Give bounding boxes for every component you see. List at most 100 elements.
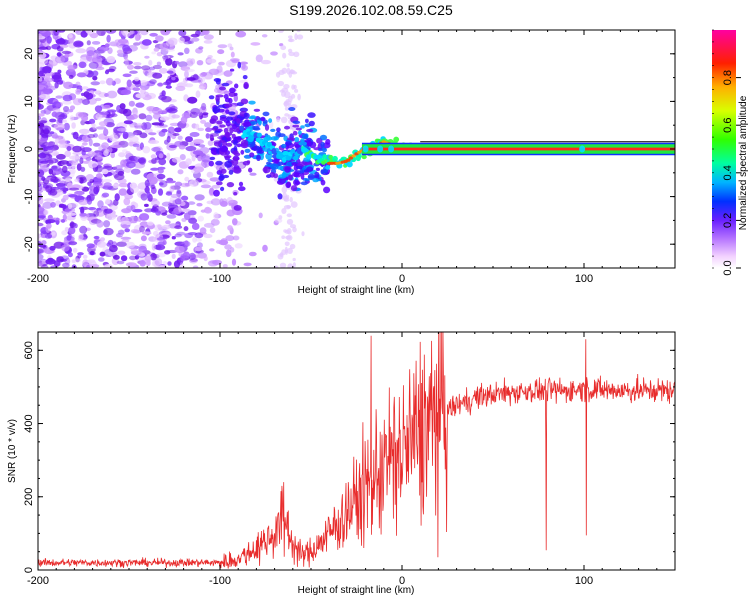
noise-cell — [38, 90, 42, 96]
noise-cell — [58, 140, 67, 145]
noise-cell — [129, 30, 134, 35]
noise-cell — [161, 212, 168, 216]
noise-cell — [178, 30, 187, 37]
noise-cell — [283, 84, 290, 89]
noise-cell — [42, 201, 53, 209]
noise-cell — [287, 247, 293, 254]
colorbar-tick-label: 0.6 — [722, 118, 734, 133]
noise-cell — [109, 134, 119, 142]
noise-cell — [166, 249, 178, 254]
signal-cell — [221, 82, 230, 87]
noise-cell — [81, 99, 90, 105]
noise-cell — [106, 90, 118, 99]
noise-cell — [63, 122, 70, 131]
noise-cell — [103, 220, 111, 228]
noise-cell — [123, 60, 133, 65]
signal-cell — [248, 116, 256, 120]
noise-cell — [176, 231, 186, 236]
noise-cell — [41, 142, 53, 149]
noise-cell — [125, 262, 137, 267]
signal-cell — [209, 156, 216, 161]
noise-cell — [103, 229, 108, 236]
noise-cell — [103, 182, 112, 188]
noise-cell — [180, 116, 188, 124]
noise-cell — [173, 260, 181, 268]
y-tick-label: 20 — [23, 48, 35, 60]
noise-cell — [45, 45, 52, 51]
signal-cell — [224, 160, 233, 168]
noise-cell — [283, 229, 288, 233]
noise-cell — [239, 61, 248, 65]
noise-cell — [151, 122, 163, 126]
noise-cell — [101, 179, 113, 183]
noise-cell — [255, 54, 263, 63]
noise-cell — [49, 245, 56, 251]
noise-cell — [142, 146, 151, 154]
noise-cell — [72, 161, 79, 166]
noise-cell — [124, 59, 129, 67]
noise-cell — [85, 174, 95, 182]
ridge-cell — [346, 161, 353, 168]
noise-cell — [43, 77, 54, 83]
noise-cell — [229, 247, 235, 253]
signal-cell — [218, 175, 225, 181]
signal-cell — [214, 130, 221, 134]
noise-cell — [78, 234, 84, 240]
noise-cell — [80, 166, 86, 172]
noise-cell — [281, 186, 288, 194]
noise-cell — [205, 127, 212, 132]
noise-cell — [118, 152, 126, 158]
signal-cell — [226, 182, 235, 188]
noise-cell — [61, 230, 68, 236]
noise-cell — [250, 42, 261, 46]
noise-cell — [38, 253, 44, 260]
signal-cell — [292, 130, 298, 136]
signal-cell — [268, 118, 273, 123]
colorbar-gradient — [712, 30, 736, 268]
noise-cell — [158, 182, 164, 186]
noise-cell — [199, 106, 207, 114]
noise-cell — [81, 86, 89, 90]
noise-cell — [180, 66, 191, 71]
noise-cell — [279, 252, 284, 258]
noise-cell — [166, 214, 177, 219]
noise-cell — [223, 70, 233, 77]
noise-cell — [130, 168, 141, 175]
x-tick-label: 100 — [575, 575, 593, 587]
signal-cell — [290, 185, 298, 192]
noise-cell — [38, 101, 41, 110]
noise-cell — [276, 117, 280, 123]
noise-cell — [139, 260, 146, 267]
noise-cell — [132, 230, 142, 234]
noise-cell — [127, 64, 134, 70]
noise-cell — [61, 244, 70, 252]
noise-cell — [130, 185, 140, 193]
noise-cell — [63, 106, 70, 112]
noise-cell — [243, 262, 252, 267]
noise-cell — [196, 60, 204, 66]
noise-cell — [121, 224, 128, 229]
noise-cell — [187, 201, 196, 205]
signal-cell — [278, 174, 287, 179]
noise-cell — [89, 250, 95, 256]
x-tick-label: -100 — [209, 273, 231, 285]
signal-cell — [232, 157, 240, 161]
noise-cell — [128, 100, 135, 107]
noise-cell — [185, 158, 192, 166]
noise-cell — [191, 155, 196, 162]
noise-cell — [148, 236, 157, 242]
noise-cell — [45, 72, 51, 80]
signal-cell — [219, 117, 227, 121]
noise-cell — [109, 244, 118, 253]
noise-cell — [149, 66, 156, 71]
noise-cell — [116, 49, 123, 54]
signal-cell — [216, 120, 223, 125]
signal-cell — [323, 168, 328, 174]
signal-cell — [306, 140, 312, 147]
noise-cell — [74, 178, 81, 183]
noise-cell — [120, 255, 128, 262]
noise-cell — [184, 176, 190, 182]
noise-cell — [195, 90, 201, 98]
signal-cell — [234, 83, 239, 89]
